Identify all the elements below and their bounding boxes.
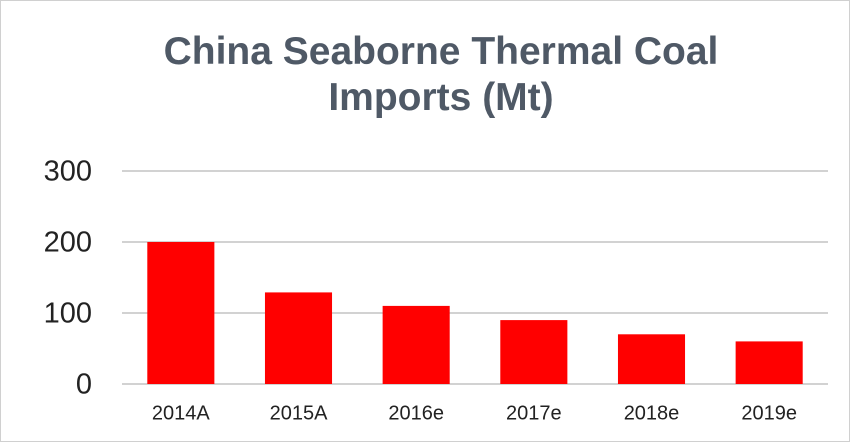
bar <box>735 341 803 384</box>
bar <box>264 292 333 384</box>
x-tick-label: 2016e <box>388 402 444 424</box>
bar <box>382 305 450 384</box>
x-tick-label: 2018e <box>624 402 680 424</box>
x-tick-label: 2014A <box>152 402 210 424</box>
y-tick-label: 200 <box>44 227 92 259</box>
bar <box>147 242 215 384</box>
chart-title: China Seaborne Thermal Coal Imports (Mt) <box>163 30 719 119</box>
bar <box>617 334 686 384</box>
x-tick-label: 2017e <box>506 402 562 424</box>
y-tick-label: 300 <box>44 156 92 188</box>
bar <box>500 320 568 384</box>
x-tick-label: 2015A <box>270 402 328 424</box>
y-tick-label: 100 <box>44 298 92 330</box>
x-tick-label: 2019e <box>741 402 797 424</box>
y-tick-label: 0 <box>76 369 92 401</box>
